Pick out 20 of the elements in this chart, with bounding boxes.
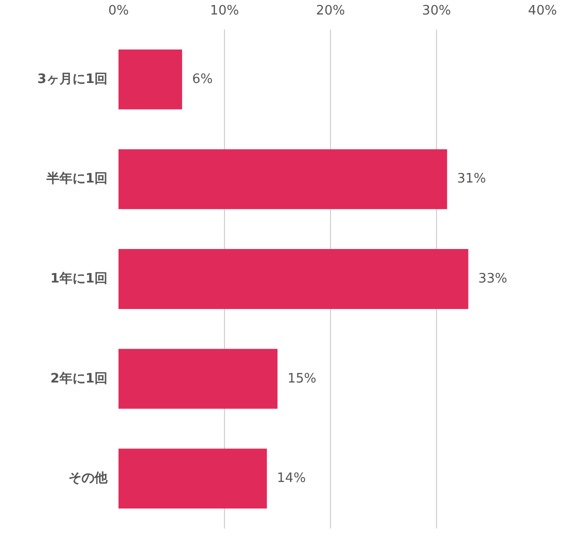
data-label: 33%	[478, 272, 508, 286]
y-tick-label: その他	[68, 471, 108, 486]
x-tick-label: 30%	[422, 4, 451, 18]
bar	[118, 348, 278, 409]
data-label: 14%	[276, 471, 306, 486]
y-tick-label: 2年に1回	[50, 371, 108, 386]
x-tick-label: 0%	[108, 4, 129, 18]
x-tick-label: 40%	[528, 4, 557, 18]
data-label: 15%	[288, 371, 316, 386]
y-tick-label: 半年に1回	[45, 172, 108, 187]
bar	[118, 49, 182, 110]
data-label: 31%	[457, 172, 486, 187]
x-tick-label: 10%	[210, 4, 239, 18]
x-tick-label: 20%	[316, 4, 345, 18]
data-label: 6%	[192, 72, 213, 87]
y-tick-label: 3ヶ月に1回	[37, 72, 108, 87]
bar	[118, 448, 267, 509]
bar	[118, 249, 468, 309]
bar	[118, 149, 448, 210]
y-tick-label: 1年に1回	[50, 272, 108, 286]
